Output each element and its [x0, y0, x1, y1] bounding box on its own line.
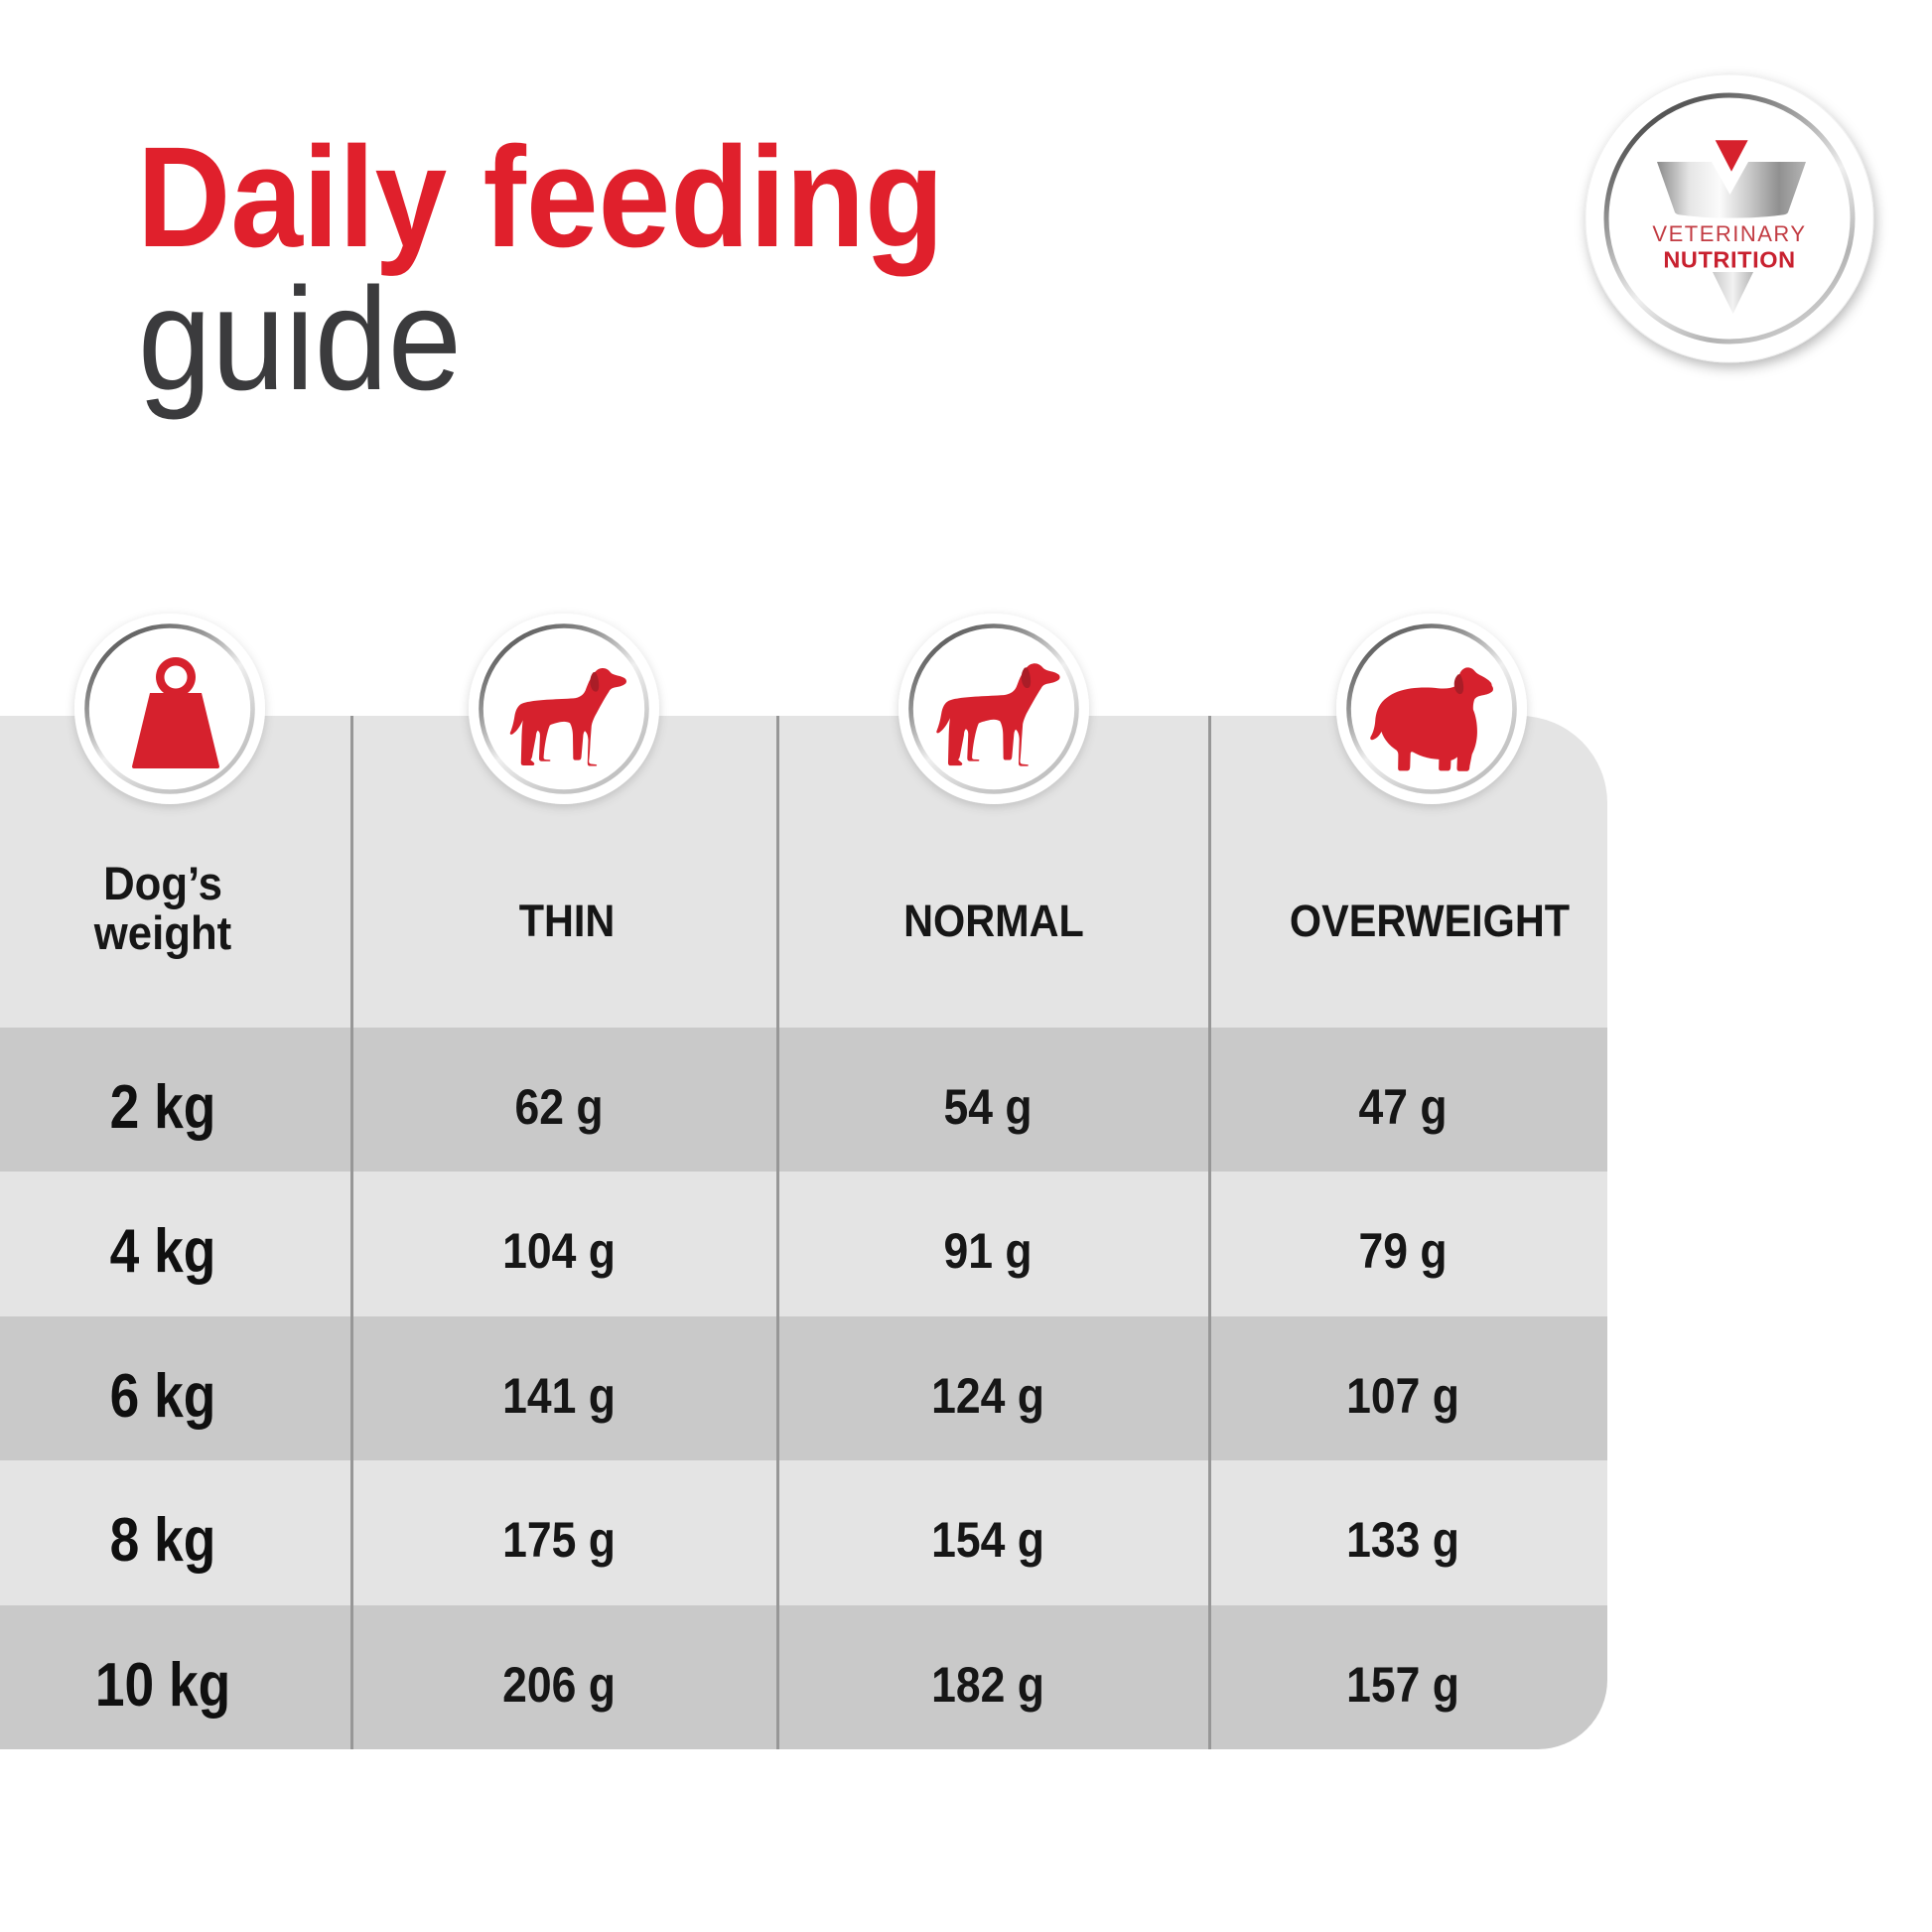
svg-text:VETERINARY: VETERINARY: [1652, 221, 1806, 246]
svg-text:NUTRITION: NUTRITION: [1663, 247, 1795, 273]
